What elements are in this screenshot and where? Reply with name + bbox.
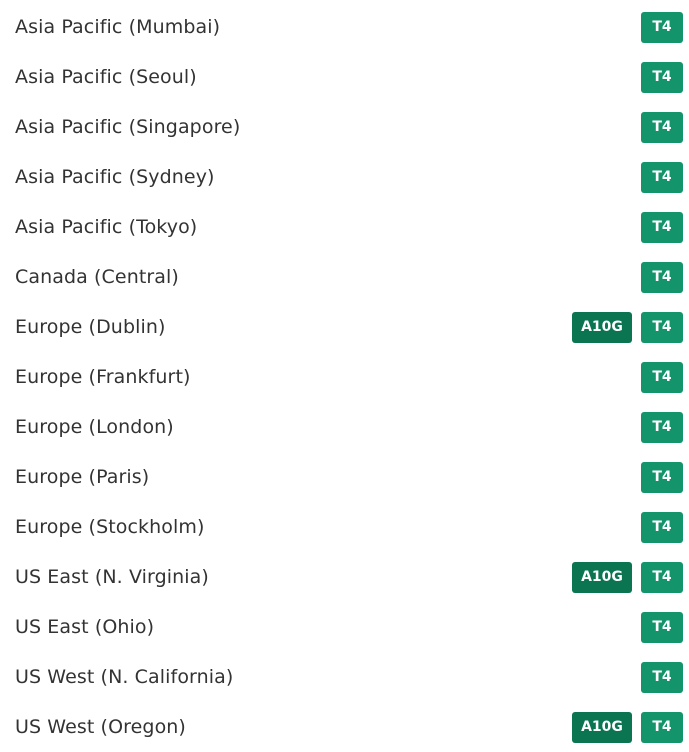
- region-row: Europe (Frankfurt) T4: [0, 352, 689, 402]
- region-name: Europe (Stockholm): [15, 516, 205, 538]
- region-name: Canada (Central): [15, 266, 179, 288]
- region-row: Canada (Central) T4: [0, 252, 689, 302]
- gpu-badge-a10g: A10G: [572, 711, 632, 743]
- region-row: US West (N. California) T4: [0, 652, 689, 702]
- gpu-badge-t4: T4: [641, 361, 683, 393]
- region-name: US West (N. California): [15, 666, 234, 688]
- region-name: US East (Ohio): [15, 616, 155, 638]
- gpu-badge-t4: T4: [641, 261, 683, 293]
- region-name: US West (Oregon): [15, 716, 186, 738]
- region-name: Asia Pacific (Mumbai): [15, 16, 221, 38]
- gpu-badge-t4: T4: [641, 561, 683, 593]
- region-row: US East (N. Virginia) A10G T4: [0, 552, 689, 602]
- region-name: Asia Pacific (Seoul): [15, 66, 197, 88]
- gpu-badge-a10g: A10G: [572, 561, 632, 593]
- gpu-badge-t4: T4: [641, 511, 683, 543]
- region-name: US East (N. Virginia): [15, 566, 209, 588]
- region-row: Europe (Dublin) A10G T4: [0, 302, 689, 352]
- region-name: Europe (Paris): [15, 466, 150, 488]
- region-row: Asia Pacific (Singapore) T4: [0, 102, 689, 152]
- region-name: Europe (London): [15, 416, 174, 438]
- gpu-badge-t4: T4: [641, 611, 683, 643]
- region-row: US West (Oregon) A10G T4: [0, 702, 689, 752]
- region-name: Asia Pacific (Tokyo): [15, 216, 198, 238]
- region-row: Europe (London) T4: [0, 402, 689, 452]
- region-row: Europe (Paris) T4: [0, 452, 689, 502]
- gpu-badge-t4: T4: [641, 161, 683, 193]
- gpu-badge-t4: T4: [641, 211, 683, 243]
- gpu-badge-t4: T4: [641, 411, 683, 443]
- gpu-badge-t4: T4: [641, 311, 683, 343]
- region-name: Europe (Dublin): [15, 316, 166, 338]
- gpu-badge-t4: T4: [641, 461, 683, 493]
- gpu-badge-a10g: A10G: [572, 311, 632, 343]
- gpu-badge-t4: T4: [641, 111, 683, 143]
- region-row: Europe (Stockholm) T4: [0, 502, 689, 552]
- gpu-badge-t4: T4: [641, 661, 683, 693]
- gpu-badge-t4: T4: [641, 711, 683, 743]
- region-name: Asia Pacific (Sydney): [15, 166, 215, 188]
- region-row: Asia Pacific (Mumbai) T4: [0, 2, 689, 52]
- region-row: Asia Pacific (Seoul) T4: [0, 52, 689, 102]
- region-row: Asia Pacific (Sydney) T4: [0, 152, 689, 202]
- region-name: Europe (Frankfurt): [15, 366, 191, 388]
- region-row: US East (Ohio) T4: [0, 602, 689, 652]
- region-name: Asia Pacific (Singapore): [15, 116, 241, 138]
- gpu-badge-t4: T4: [641, 11, 683, 43]
- region-row: Asia Pacific (Tokyo) T4: [0, 202, 689, 252]
- gpu-badge-t4: T4: [641, 61, 683, 93]
